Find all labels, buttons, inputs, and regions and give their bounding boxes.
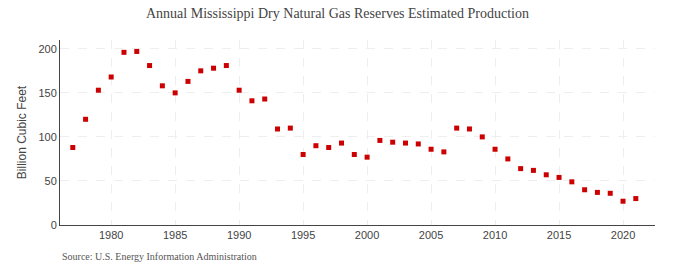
svg-text:150: 150 — [38, 87, 56, 99]
svg-text:1985: 1985 — [163, 229, 187, 241]
svg-text:0: 0 — [51, 219, 57, 231]
svg-text:1995: 1995 — [291, 229, 315, 241]
svg-text:2020: 2020 — [611, 229, 635, 241]
svg-text:2005: 2005 — [419, 229, 443, 241]
svg-text:Source: U.S. Energy Informatio: Source: U.S. Energy Information Administ… — [62, 251, 257, 262]
svg-text:2000: 2000 — [355, 229, 379, 241]
svg-text:50: 50 — [45, 175, 57, 187]
svg-text:100: 100 — [38, 131, 56, 143]
svg-text:2010: 2010 — [483, 229, 507, 241]
svg-text:1980: 1980 — [99, 229, 123, 241]
svg-text:Billion Cubic Feet: Billion Cubic Feet — [15, 85, 29, 179]
svg-text:200: 200 — [38, 43, 56, 55]
svg-text:1990: 1990 — [227, 229, 251, 241]
svg-text:Annual Mississippi Dry Natural: Annual Mississippi Dry Natural Gas Reser… — [146, 6, 529, 21]
svg-text:2015: 2015 — [547, 229, 571, 241]
